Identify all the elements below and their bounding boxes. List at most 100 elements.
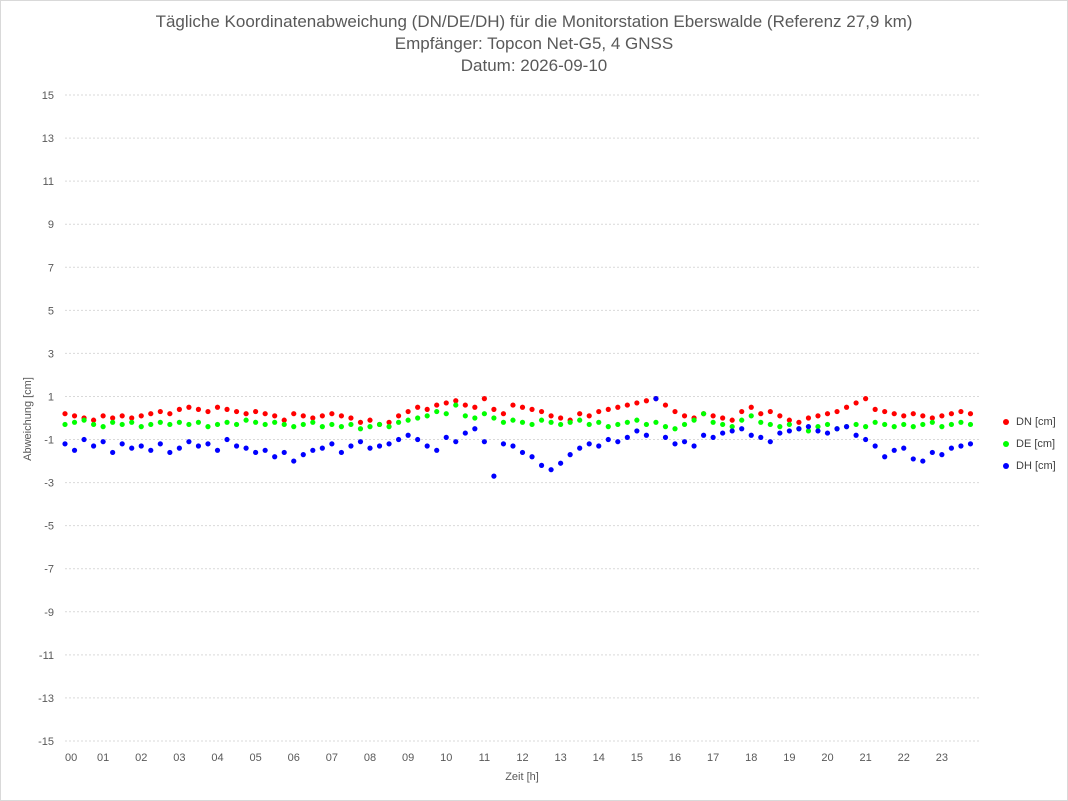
data-point bbox=[891, 411, 897, 417]
data-point bbox=[748, 413, 754, 419]
data-point bbox=[319, 445, 325, 451]
data-point bbox=[224, 406, 230, 412]
data-point bbox=[329, 441, 335, 447]
data-point bbox=[967, 421, 974, 428]
data-point bbox=[424, 443, 430, 449]
data-point bbox=[567, 419, 573, 425]
data-point bbox=[90, 421, 97, 428]
data-point bbox=[634, 428, 640, 434]
data-point bbox=[90, 417, 97, 423]
data-point bbox=[62, 441, 68, 447]
data-point bbox=[929, 415, 935, 421]
data-point bbox=[910, 456, 916, 462]
data-point bbox=[472, 415, 478, 421]
data-point bbox=[338, 413, 345, 419]
data-point bbox=[462, 430, 468, 436]
data-point bbox=[462, 413, 468, 419]
data-point bbox=[481, 411, 487, 417]
data-point bbox=[424, 406, 430, 412]
data-point bbox=[901, 421, 907, 428]
data-point bbox=[882, 454, 888, 460]
x-tick-label: 02 bbox=[135, 752, 147, 764]
data-point bbox=[310, 447, 316, 453]
data-point bbox=[605, 436, 611, 443]
x-tick-label: 10 bbox=[440, 752, 452, 764]
data-point bbox=[386, 424, 392, 430]
data-point bbox=[443, 434, 449, 440]
x-axis-title: Zeit [h] bbox=[505, 771, 539, 783]
y-tick-label: -11 bbox=[39, 650, 54, 662]
data-point bbox=[710, 434, 716, 440]
data-point bbox=[90, 443, 97, 449]
data-point bbox=[720, 421, 726, 428]
data-point bbox=[195, 419, 202, 425]
data-point bbox=[205, 408, 211, 415]
grid-layer bbox=[65, 94, 980, 742]
data-point bbox=[872, 443, 878, 449]
data-point bbox=[329, 411, 335, 417]
data-point bbox=[805, 424, 812, 430]
data-point bbox=[405, 417, 411, 423]
data-point bbox=[167, 449, 173, 456]
data-point bbox=[624, 419, 630, 425]
data-point bbox=[405, 432, 411, 438]
x-tick-label: 07 bbox=[326, 752, 338, 764]
data-point bbox=[71, 413, 78, 419]
data-point bbox=[253, 449, 259, 456]
data-point bbox=[700, 432, 707, 438]
data-point bbox=[891, 447, 897, 453]
data-point bbox=[386, 419, 392, 425]
data-point bbox=[672, 426, 678, 432]
data-point bbox=[195, 406, 202, 412]
data-point bbox=[758, 434, 764, 440]
x-tick-label: 17 bbox=[707, 752, 719, 764]
data-point bbox=[596, 443, 602, 449]
data-point bbox=[872, 406, 878, 412]
data-point bbox=[681, 413, 688, 419]
data-point bbox=[367, 417, 373, 423]
data-point bbox=[119, 413, 125, 419]
data-point bbox=[491, 406, 497, 412]
data-point bbox=[110, 415, 116, 421]
data-point bbox=[767, 421, 773, 428]
data-point bbox=[834, 426, 840, 432]
data-point bbox=[558, 460, 564, 466]
x-tick-label: 09 bbox=[402, 752, 414, 764]
data-point bbox=[929, 449, 935, 456]
y-tick-label: 15 bbox=[42, 90, 54, 102]
data-point bbox=[767, 439, 773, 445]
data-point bbox=[129, 445, 135, 451]
data-point bbox=[643, 398, 650, 404]
data-point bbox=[662, 434, 669, 440]
data-point bbox=[863, 424, 869, 430]
y-tick-label: 9 bbox=[48, 219, 54, 231]
x-tick-label: 11 bbox=[479, 752, 490, 764]
legend-label: DH [cm] bbox=[1016, 460, 1056, 472]
data-point bbox=[948, 411, 955, 417]
data-point bbox=[691, 443, 697, 449]
data-point bbox=[253, 408, 259, 415]
data-point bbox=[805, 415, 812, 421]
data-point bbox=[338, 424, 345, 430]
data-point bbox=[939, 452, 945, 458]
data-point bbox=[300, 421, 306, 428]
data-point bbox=[262, 411, 268, 417]
data-point bbox=[634, 417, 640, 423]
legend-label: DE [cm] bbox=[1016, 438, 1056, 450]
data-point bbox=[605, 406, 611, 412]
data-point bbox=[100, 424, 106, 430]
data-point bbox=[491, 415, 497, 421]
data-point bbox=[110, 419, 116, 425]
x-tick-labels: 00 01 02 03 04 05 06 07 08 09 10 11 12 13 14 15 16 17 18 19… bbox=[65, 752, 948, 764]
data-point bbox=[958, 419, 964, 425]
data-point bbox=[538, 408, 545, 415]
data-point bbox=[720, 415, 726, 421]
x-tick-label: 06 bbox=[288, 752, 300, 764]
chart-titles: Tägliche Koordinatenabweichung (DN/DE/DH… bbox=[1, 11, 1067, 77]
data-point bbox=[319, 413, 325, 419]
data-point bbox=[624, 402, 630, 408]
data-point bbox=[167, 411, 173, 417]
data-point bbox=[834, 408, 840, 415]
series-2 bbox=[62, 402, 974, 434]
y-tick-label: -3 bbox=[44, 478, 54, 490]
